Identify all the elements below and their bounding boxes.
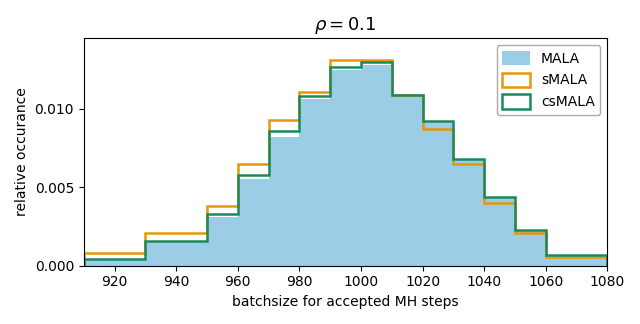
- Legend: MALA, sMALA, csMALA: MALA, sMALA, csMALA: [497, 45, 600, 115]
- Y-axis label: relative occurance: relative occurance: [15, 88, 29, 216]
- X-axis label: batchsize for accepted MH steps: batchsize for accepted MH steps: [232, 295, 459, 309]
- Title: $\rho = 0.1$: $\rho = 0.1$: [314, 15, 377, 36]
